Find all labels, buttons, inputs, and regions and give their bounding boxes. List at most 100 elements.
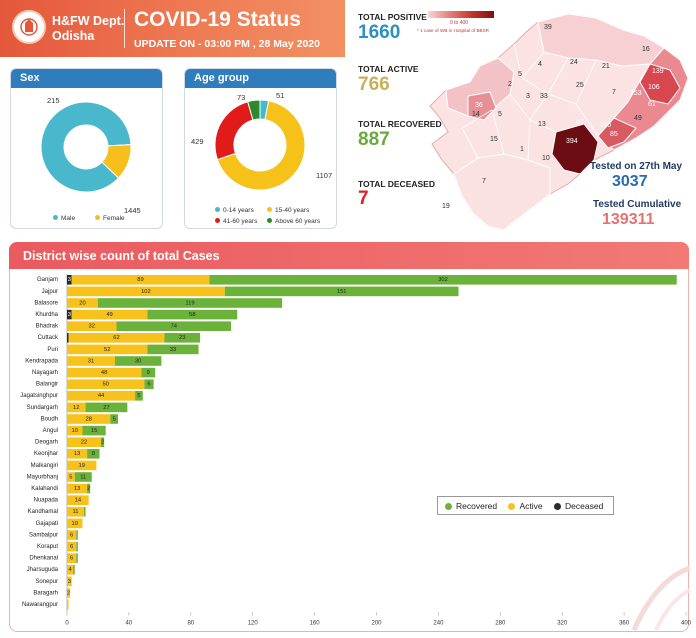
legend-female-text: Female: [103, 215, 125, 222]
district-chart-legend: Recovered Active Deceased: [437, 496, 614, 515]
bar-value-label: 32: [89, 324, 95, 330]
map-label-0: 39: [544, 24, 552, 31]
category-label: Bhadrak: [36, 324, 59, 330]
sex-panel-title: Sex: [11, 69, 162, 88]
tested-27-may-label: Tested on 27th May: [590, 161, 683, 172]
legend-age-60-plus-text: Above 60 years: [275, 218, 321, 225]
bar-active: [67, 576, 72, 587]
bar-recovered: [141, 367, 156, 378]
map-label-20: 110: [600, 122, 611, 129]
bar-value-label: 12: [73, 405, 79, 411]
category-label: Boudh: [41, 416, 58, 422]
dept-line-2: Odisha: [52, 29, 95, 43]
x-tick-label: 80: [187, 620, 194, 626]
bar-value-label: 19: [78, 463, 84, 469]
map-footnote: * 1 case of WB in Hospital of BBSR: [417, 28, 489, 33]
bar-value-label: 27: [103, 405, 109, 411]
bar-value-label: 6: [147, 382, 150, 388]
category-label: Jagatsinghpur: [20, 393, 58, 399]
total-positive-value: 1660: [358, 22, 401, 43]
map-label-18: 13: [538, 121, 546, 128]
map-label-24: 1: [520, 146, 524, 153]
category-label: Baragarh: [33, 590, 58, 596]
age-0-14-count: 51: [276, 91, 285, 100]
decorative-swirl: [631, 565, 691, 632]
legend-age-0-14-text: 0-14 years: [223, 207, 254, 214]
bar-recovered: [209, 275, 677, 285]
bar-value-label: 14: [75, 498, 82, 504]
tested-27-may-value: 3037: [612, 173, 648, 190]
map-label-27: 7: [482, 178, 486, 185]
female-slice: [101, 144, 132, 179]
bar-value-label: 48: [101, 370, 107, 376]
bar-deceased: [67, 333, 69, 343]
bar-value-label: 10: [72, 521, 78, 527]
bar-active: [68, 333, 165, 343]
bar-active: [67, 356, 115, 366]
bar-active: [71, 275, 210, 285]
bar-recovered: [135, 391, 143, 401]
legend-age-41-60-text: 41-60 years: [223, 218, 258, 225]
category-label: Nawarangpur: [22, 602, 58, 608]
category-label: Gajapati: [36, 521, 58, 527]
bar-recovered: [116, 321, 232, 331]
bar-active: [67, 588, 71, 598]
female-swatch: [95, 215, 100, 220]
legend-age-60-plus: Above 60 years: [267, 218, 320, 225]
x-tick-label: 280: [495, 620, 506, 626]
age-60-plus-swatch: [267, 218, 272, 223]
bar-value-label: 2: [87, 486, 90, 492]
bar-active: [67, 565, 74, 575]
category-label: Angul: [43, 428, 58, 434]
x-tick-label: 360: [619, 620, 630, 626]
age-0-14-swatch: [215, 207, 220, 212]
map-color-scale: [428, 11, 494, 18]
age-panel-title: Age group: [185, 69, 336, 88]
total-active-label: TOTAL ACTIVE: [358, 64, 419, 74]
map-label-9: 7: [612, 89, 616, 96]
total-recovered-label: TOTAL RECOVERED: [358, 119, 442, 129]
map-label-6: 5: [518, 71, 522, 78]
legend-female: Female: [95, 215, 125, 222]
x-tick-label: 40: [126, 620, 133, 626]
bar-deceased: [67, 309, 72, 320]
bar-active: [71, 309, 148, 320]
category-label: Sundargarh: [27, 405, 58, 411]
bar-value-label: 4: [68, 567, 72, 573]
category-label: Sambalpur: [29, 532, 58, 538]
legend-deceased: Deceased: [554, 501, 603, 511]
bar-active: [67, 483, 88, 494]
bar-recovered: [84, 507, 86, 517]
bar-value-label: 11: [72, 509, 78, 515]
map-label-28: 19: [442, 203, 450, 210]
bar-recovered: [147, 309, 238, 320]
bar-value-label: 89: [137, 277, 143, 283]
total-positive-label: TOTAL POSITIVE: [358, 12, 427, 22]
age-15-40-count: 1107: [316, 171, 333, 180]
bar-active: [67, 495, 89, 505]
legend-age-15-40: 15-40 years: [267, 207, 309, 214]
map-district-labels: 39 16 24 21 4 139 5 2 25 7 3 36 33 253 1…: [442, 24, 664, 210]
bar-value-label: 74: [171, 324, 178, 330]
male-slice: [40, 101, 132, 193]
category-label: Ganjam: [37, 277, 58, 283]
bar-active: [67, 298, 98, 308]
bar-value-label: 15: [91, 428, 97, 434]
bar-value-label: 9: [147, 370, 150, 376]
tested-cumulative-value: 139311: [602, 211, 655, 228]
category-label: Puri: [47, 347, 58, 353]
bar-value-label: 2: [67, 590, 70, 596]
bar-recovered: [101, 437, 105, 447]
bar-recovered: [76, 541, 78, 552]
map-label-8: 25: [576, 82, 584, 89]
map-label-7: 2: [508, 81, 512, 88]
bar-recovered: [164, 333, 201, 343]
tested-cumulative-label: Tested Cumulative: [593, 199, 682, 210]
emblem-icon: [20, 18, 38, 36]
bar-value-label: 30: [135, 358, 141, 364]
bar-value-label: 13: [74, 451, 80, 457]
age-41-60-count: 429: [191, 137, 204, 146]
bar-recovered: [114, 356, 162, 366]
map-label-14: 106: [648, 84, 660, 91]
